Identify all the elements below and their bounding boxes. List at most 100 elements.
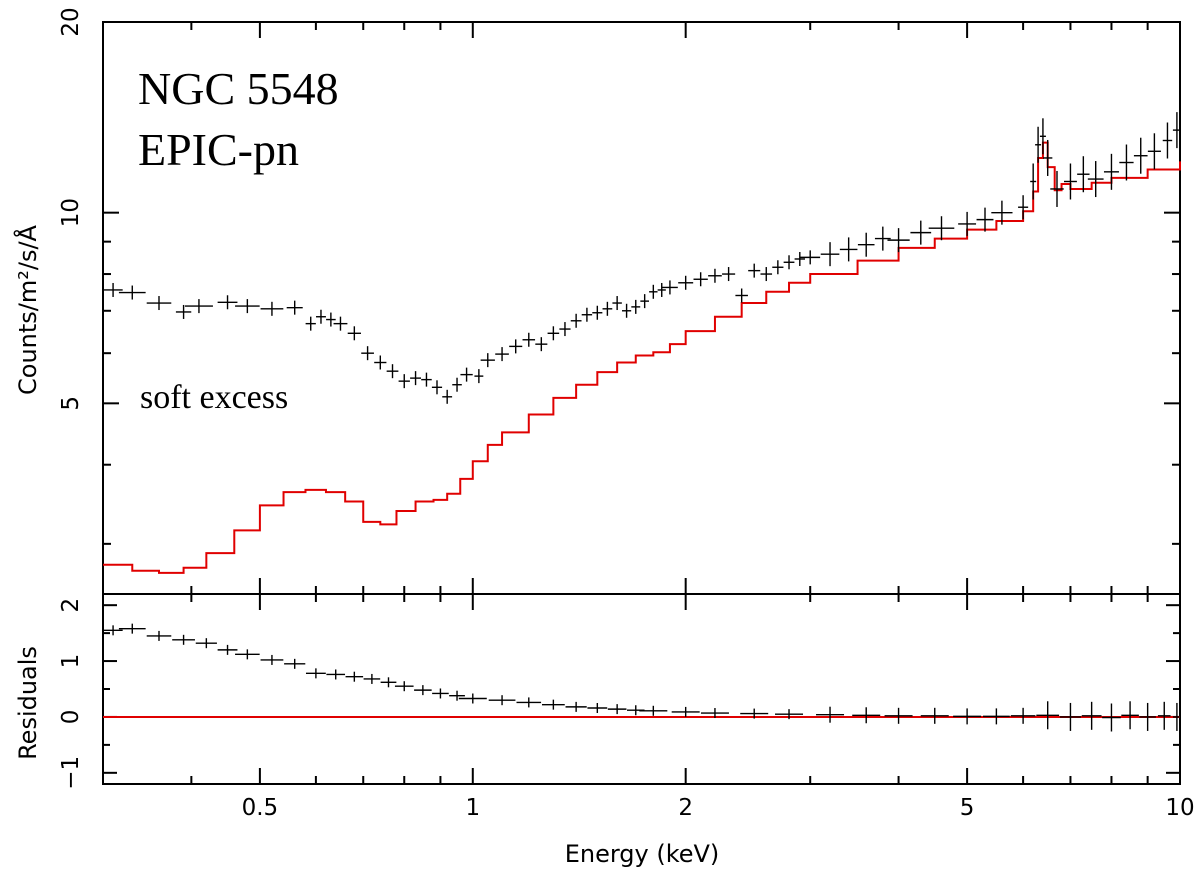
x-tick-label: 2 (678, 795, 693, 821)
residual-point (1059, 702, 1082, 731)
data-point (631, 299, 641, 314)
data-point (1050, 170, 1064, 207)
data-point (1043, 139, 1053, 176)
data-point (442, 389, 453, 404)
axis-ticks (102, 21, 1181, 784)
data-point (103, 282, 123, 297)
data-point (708, 268, 722, 283)
x-axis-title: Energy (keV) (565, 840, 720, 868)
data-point (820, 242, 840, 267)
data-point (386, 364, 399, 379)
data-point (431, 380, 443, 395)
data-point (1147, 133, 1161, 170)
residual-point (607, 704, 627, 715)
data-point (570, 313, 582, 328)
data-point (175, 304, 192, 319)
data-point (1087, 161, 1104, 198)
data-point (657, 282, 666, 297)
data-point (678, 275, 694, 290)
data-point (748, 263, 761, 278)
data-point (800, 250, 821, 265)
data-point (217, 295, 238, 310)
data-point (622, 303, 632, 318)
data-point (662, 280, 678, 295)
data-point (535, 337, 548, 352)
residual-point (1157, 701, 1171, 730)
data-point (1077, 156, 1090, 193)
data-point (640, 294, 649, 309)
residual-point (587, 703, 608, 713)
residual-point (920, 707, 949, 724)
data-point (1119, 144, 1134, 181)
residual-point (639, 705, 668, 716)
x-tick-label: 0.5 (242, 795, 279, 821)
residual-point (146, 630, 172, 641)
residual-point (852, 707, 881, 724)
residual-point (118, 623, 146, 634)
residual-point (488, 695, 516, 706)
residual-point (172, 634, 195, 645)
data-point (1162, 122, 1173, 159)
data-point (649, 284, 658, 299)
residual-point (1139, 702, 1156, 731)
x-tick-label: 10 (1165, 795, 1194, 821)
data-point (839, 237, 858, 262)
data-point (910, 220, 932, 245)
residual-point (953, 708, 982, 725)
residual-point (394, 681, 414, 692)
residual-point (1121, 701, 1139, 730)
data-point (693, 272, 708, 287)
annotation-target: NGC 5548 (138, 63, 339, 114)
data-point (760, 267, 773, 282)
y-tick-label: 10 (58, 198, 84, 227)
data-point (1018, 195, 1029, 220)
residual-point (103, 625, 123, 636)
residual-point (284, 658, 306, 669)
data-point (581, 307, 593, 322)
data-point (421, 372, 432, 387)
residual-point (1036, 701, 1060, 730)
data-point (326, 312, 336, 327)
data-point (1030, 163, 1037, 200)
residual-point (740, 708, 769, 719)
data-point (887, 228, 910, 253)
residual-point (983, 708, 1010, 725)
data-point (333, 316, 348, 331)
data-point (347, 326, 361, 341)
annotation-soft-excess: soft excess (140, 379, 288, 416)
data-point (783, 255, 795, 270)
residual-point (700, 708, 729, 719)
residual-point (217, 644, 238, 655)
data-point (522, 332, 536, 347)
residual-point (516, 697, 542, 708)
res-y-tick-label: 0 (58, 710, 84, 725)
data-point (592, 305, 603, 320)
data-point (474, 369, 484, 384)
data-point (286, 300, 303, 315)
x-tick-label: 5 (960, 795, 975, 821)
data-point (928, 216, 955, 241)
data-point (874, 226, 891, 251)
data-point (794, 251, 806, 266)
annotation-instrument: EPIC-pn (138, 124, 299, 175)
data-point (976, 207, 994, 232)
data-point (509, 339, 523, 354)
data-point (452, 377, 462, 392)
residual-point (671, 706, 700, 717)
model-layer (103, 141, 1181, 718)
residual-point (1081, 701, 1102, 730)
data-point (398, 374, 410, 389)
data-point (722, 267, 736, 282)
x-tick-label: 1 (465, 795, 480, 821)
data-point (374, 355, 387, 370)
y-axis-title-spectrum: Counts/m²/s/Å (13, 224, 42, 395)
data-point (1064, 163, 1077, 200)
residual-point (326, 669, 346, 680)
data-point (1035, 126, 1042, 163)
data-point (547, 326, 560, 341)
residual-point (816, 706, 845, 723)
data-point (772, 260, 784, 275)
data-point (184, 299, 213, 314)
data-point (118, 285, 146, 300)
